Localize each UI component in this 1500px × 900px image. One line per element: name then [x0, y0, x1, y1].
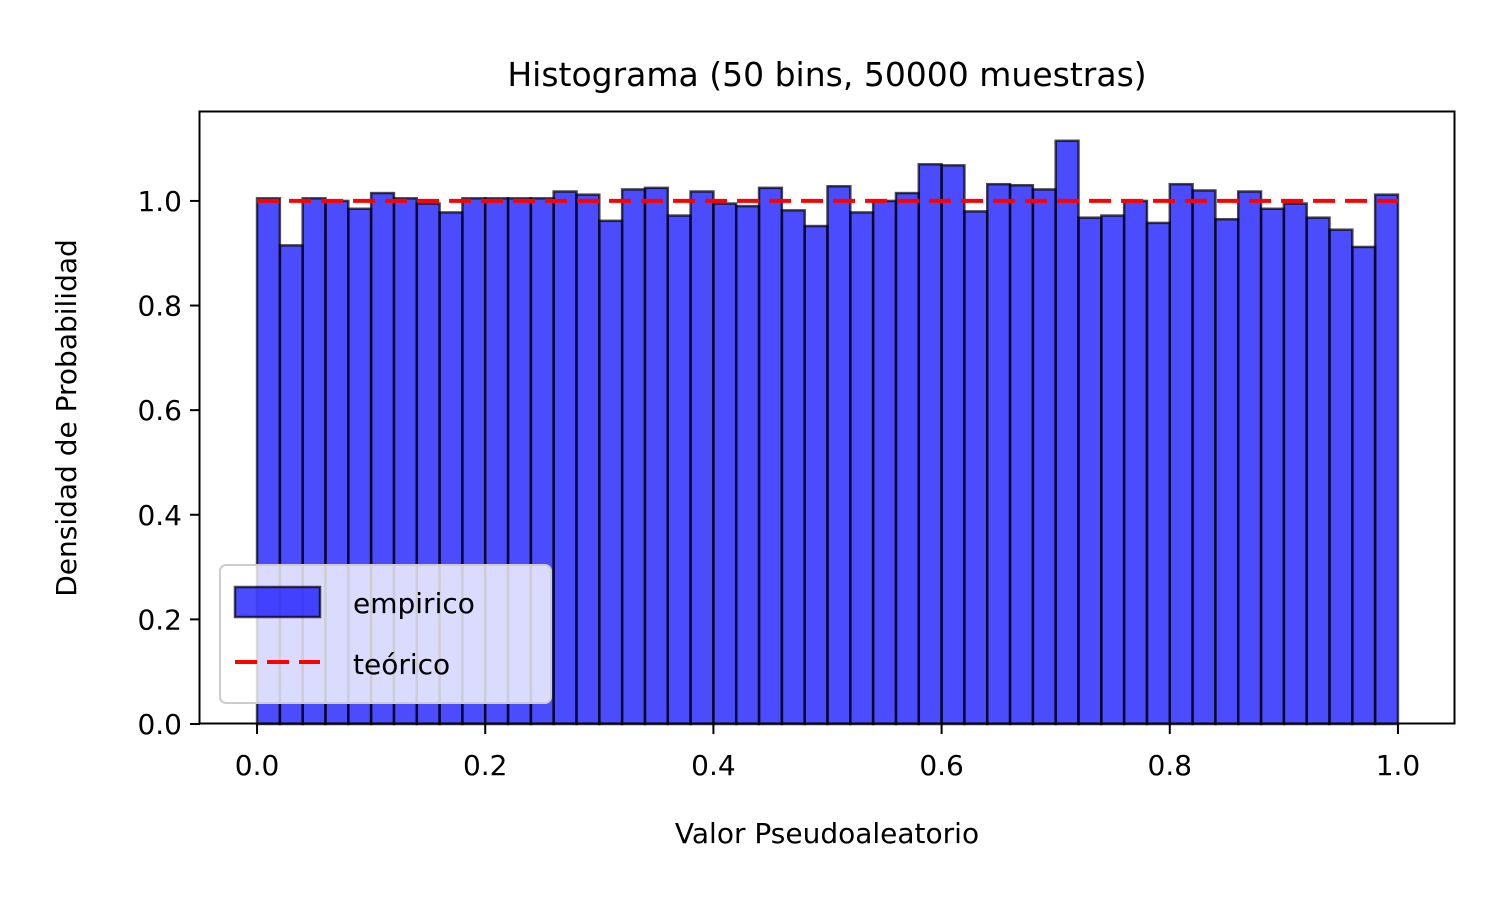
- histogram-bar: [620, 188, 647, 726]
- x-tick-label: 0.4: [691, 749, 736, 782]
- histogram-bar: [643, 186, 670, 726]
- legend-label-empirico: empirico: [353, 587, 475, 620]
- histogram-bar: [1282, 202, 1308, 726]
- histogram-bar: [963, 210, 989, 726]
- histogram-bar: [1054, 139, 1080, 726]
- legend-swatch-empirico: [233, 585, 322, 619]
- histogram-bar: [985, 182, 1012, 726]
- y-tick-label: 0.6: [137, 394, 182, 427]
- histogram-bar: [1236, 190, 1263, 726]
- x-tick-label: 0.0: [235, 749, 280, 782]
- y-tick-label: 0.4: [137, 499, 182, 532]
- y-axis-label: Densidad de Probabilidad: [50, 239, 83, 597]
- histogram-bar: [1191, 189, 1217, 726]
- histogram-bar: [940, 164, 966, 726]
- legend-box: [219, 564, 552, 704]
- y-axis-ticks: 0.0 0.2 0.4 0.6 0.8 1.0: [137, 185, 200, 741]
- histogram-bar: [1328, 228, 1354, 726]
- plot-frame: [198, 110, 1456, 725]
- histogram-bar: [1122, 199, 1149, 726]
- histogram-bar: [598, 219, 624, 726]
- histogram-bar: [666, 214, 692, 726]
- histogram-bar: [1008, 183, 1035, 726]
- histogram-bar: [1305, 216, 1331, 726]
- y-tick-label: 0.0: [137, 708, 182, 741]
- x-axis-ticks: 0.0 0.2 0.4 0.6 0.8 1.0: [235, 724, 1420, 782]
- y-tick-label: 0.2: [137, 603, 182, 636]
- histogram-bar: [1100, 214, 1126, 726]
- x-tick-label: 1.0: [1376, 749, 1421, 782]
- histogram-bar: [1145, 221, 1172, 726]
- histogram-bar: [712, 202, 738, 726]
- x-tick-label: 0.8: [1148, 749, 1193, 782]
- histogram-bar: [1373, 193, 1400, 726]
- legend: empirico teórico: [219, 564, 552, 704]
- histogram-bar: [894, 191, 921, 726]
- histogram-bar: [871, 199, 898, 726]
- histogram-bar: [803, 224, 829, 726]
- histogram-bar: [734, 204, 761, 726]
- x-tick-label: 0.2: [463, 749, 508, 782]
- histogram-bar: [849, 211, 875, 726]
- histogram-bar: [1214, 217, 1240, 726]
- histogram-bar: [1351, 245, 1377, 726]
- chart-title: Histograma (50 bins, 50000 muestras): [507, 55, 1146, 94]
- histogram-bar: [917, 163, 943, 726]
- x-axis-label: Valor Pseudoaleatorio: [675, 817, 979, 850]
- histogram-bar: [757, 186, 784, 726]
- histogram-bar: [780, 209, 806, 726]
- histogram-bar: [1168, 182, 1194, 726]
- y-tick-label: 0.8: [137, 290, 182, 323]
- y-tick-label: 1.0: [137, 185, 182, 218]
- x-tick-label: 0.6: [919, 749, 964, 782]
- histogram-bar: [552, 190, 578, 726]
- histogram-bar: [1031, 188, 1057, 726]
- histogram-bar: [689, 190, 715, 726]
- histogram-bar: [575, 193, 601, 726]
- histogram-bar: [1259, 207, 1286, 726]
- legend-label-teorico: teórico: [353, 648, 450, 681]
- histogram-bar: [826, 185, 852, 726]
- histogram-bar: [1077, 216, 1103, 726]
